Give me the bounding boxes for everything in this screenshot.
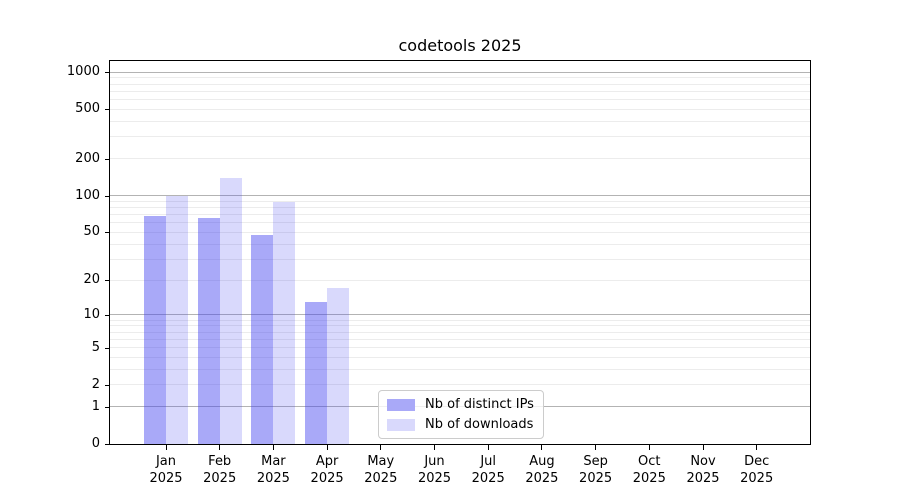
y-tick-label: 100 [75, 187, 100, 203]
y-gridline-minor [110, 325, 810, 327]
legend-label-distinct-ips: Nb of distinct IPs [425, 397, 534, 412]
x-tick [380, 445, 382, 450]
y-tick [105, 384, 110, 386]
y-gridline-minor [110, 90, 810, 92]
y-gridline-minor [110, 258, 810, 260]
y-tick [105, 72, 110, 74]
y-tick [105, 444, 110, 445]
bar-downloads-mar [273, 202, 296, 444]
x-tick [756, 445, 758, 450]
x-tick-label: May 2025 [364, 454, 398, 486]
y-tick [105, 232, 110, 234]
bar-ips-mar [251, 234, 274, 444]
y-gridline-major [110, 195, 810, 197]
y-tick [105, 195, 110, 197]
y-tick-label: 1000 [66, 64, 100, 80]
x-tick [272, 445, 274, 450]
y-gridline-minor [110, 207, 810, 209]
x-tick [165, 445, 167, 450]
x-tick-label: Feb 2025 [203, 454, 237, 486]
y-tick-label: 2 [91, 376, 100, 392]
y-gridline-minor [110, 338, 810, 340]
y-tick [105, 158, 110, 160]
x-tick [541, 445, 543, 450]
x-tick-label: Jul 2025 [471, 454, 505, 486]
y-gridline-minor [110, 214, 810, 216]
legend-swatch-distinct-ips [387, 398, 415, 411]
y-gridline-major [110, 314, 810, 316]
y-gridline-minor [110, 136, 810, 138]
y-gridline-minor [110, 99, 810, 101]
y-tick [105, 347, 110, 349]
bar-ips-jan [144, 216, 166, 444]
x-tick-label: Jan 2025 [149, 454, 183, 486]
y-gridline-minor [110, 77, 810, 79]
y-gridline-minor [110, 279, 810, 281]
x-tick-label: Apr 2025 [310, 454, 344, 486]
y-tick-label: 0 [91, 436, 100, 451]
x-tick [326, 445, 328, 450]
x-tick [595, 445, 597, 450]
y-gridline-minor [110, 200, 810, 202]
bar-downloads-apr [327, 288, 350, 444]
y-tick-label: 50 [83, 224, 100, 240]
x-tick [648, 445, 650, 450]
y-tick-label: 500 [75, 101, 100, 117]
y-tick [105, 109, 110, 111]
bar-downloads-jan [166, 195, 188, 444]
bar-ips-apr [305, 302, 328, 444]
x-tick-label: Nov 2025 [686, 454, 720, 486]
x-tick-label: Mar 2025 [256, 454, 290, 486]
y-tick-label: 10 [83, 306, 100, 322]
y-tick [105, 406, 110, 408]
y-gridline-minor [110, 83, 810, 85]
x-tick-label: Aug 2025 [525, 454, 559, 486]
y-gridline-minor [110, 356, 810, 358]
chart-title: codetools 2025 [398, 36, 522, 55]
x-tick-label: Oct 2025 [632, 454, 666, 486]
y-gridline-minor [110, 231, 810, 233]
plot-area [110, 61, 810, 444]
x-tick [702, 445, 704, 450]
legend-entry-distinct-ips: Nb of distinct IPs [387, 397, 534, 412]
x-tick [434, 445, 435, 450]
y-tick-label: 5 [91, 339, 100, 355]
x-tick-label: Dec 2025 [740, 454, 774, 486]
x-tick-label: Jun 2025 [417, 454, 452, 486]
y-gridline-minor [110, 243, 810, 245]
y-gridline-minor [110, 120, 810, 122]
x-tick-label: Sep 2025 [579, 454, 613, 486]
bar-ips-feb [197, 217, 220, 444]
y-tick [105, 280, 110, 282]
y-tick-label: 1 [91, 398, 100, 414]
legend-swatch-downloads [387, 418, 415, 431]
y-tick [105, 314, 110, 316]
legend: Nb of distinct IPs Nb of downloads [378, 390, 544, 439]
y-gridline-minor [110, 108, 810, 110]
y-gridline-minor [110, 222, 810, 224]
x-tick [219, 445, 221, 450]
bar-downloads-feb [219, 178, 242, 444]
y-gridline-minor [110, 384, 810, 386]
y-gridline-minor [110, 347, 810, 349]
y-tick-label: 20 [83, 272, 100, 288]
y-tick-label: 200 [75, 150, 100, 166]
legend-label-downloads: Nb of downloads [425, 417, 534, 432]
legend-entry-downloads: Nb of downloads [387, 417, 534, 432]
y-gridline-minor [110, 368, 810, 370]
y-gridline-minor [110, 158, 810, 160]
y-gridline-minor [110, 319, 810, 321]
y-gridline-minor [110, 331, 810, 333]
x-tick [487, 445, 489, 450]
y-gridline-major [110, 71, 810, 73]
